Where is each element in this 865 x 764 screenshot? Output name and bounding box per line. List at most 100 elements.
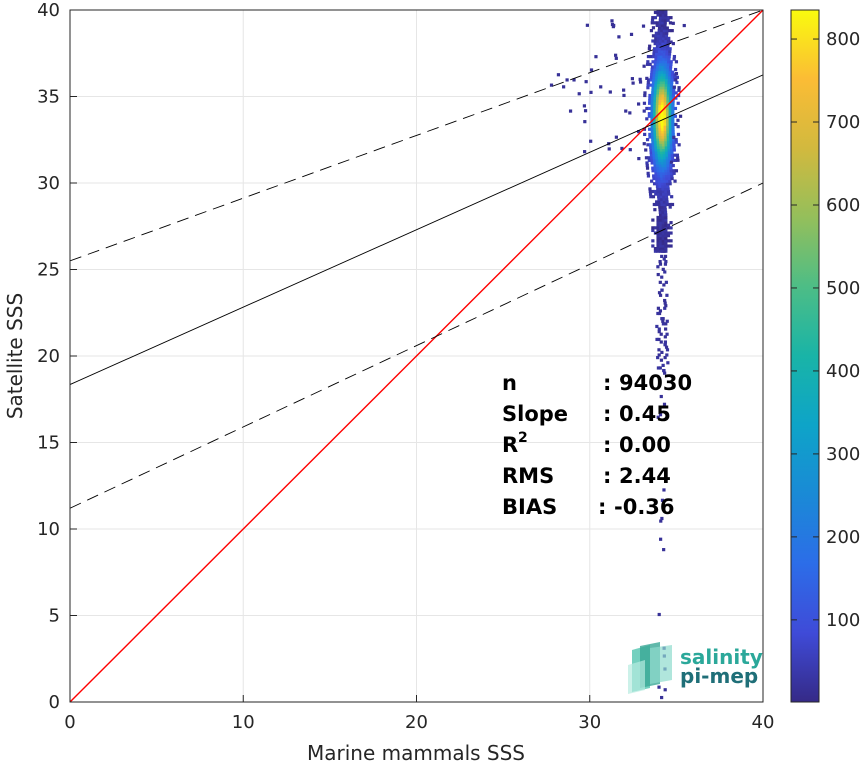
density-cell bbox=[638, 77, 642, 81]
density-cell bbox=[659, 226, 663, 230]
density-cell bbox=[656, 145, 661, 149]
density-cell bbox=[656, 249, 660, 253]
density-cell bbox=[653, 125, 657, 129]
density-cell bbox=[665, 153, 669, 157]
density-cell bbox=[663, 301, 667, 305]
density-cell bbox=[655, 44, 660, 48]
stat-label-bias: BIAS bbox=[502, 495, 557, 519]
density-cell bbox=[650, 67, 654, 72]
density-cell bbox=[663, 688, 667, 692]
density-cell bbox=[663, 158, 667, 162]
density-cell bbox=[658, 114, 662, 118]
stat-separator: : bbox=[598, 495, 606, 519]
density-cell bbox=[670, 75, 674, 79]
density-cell bbox=[671, 122, 675, 126]
density-cell bbox=[654, 174, 658, 178]
density-cell bbox=[652, 75, 656, 79]
density-cell bbox=[658, 99, 662, 103]
density-cell bbox=[660, 695, 664, 700]
density-cell bbox=[660, 119, 665, 124]
density-cell bbox=[657, 156, 662, 160]
density-cell bbox=[653, 65, 657, 69]
density-cell bbox=[662, 402, 667, 406]
density-cell bbox=[676, 158, 680, 162]
density-cell bbox=[666, 65, 670, 69]
density-cell bbox=[663, 270, 667, 274]
density-cell bbox=[666, 93, 670, 98]
density-cell bbox=[664, 239, 668, 243]
density-cell bbox=[657, 337, 661, 342]
density-cell bbox=[674, 78, 678, 82]
density-cell bbox=[612, 23, 616, 28]
density-cell bbox=[648, 127, 652, 131]
density-cell bbox=[663, 73, 667, 77]
density-cell bbox=[663, 93, 668, 98]
density-cell bbox=[653, 10, 658, 15]
density-cell bbox=[549, 83, 554, 87]
density-cell bbox=[656, 311, 660, 316]
density-cell bbox=[667, 78, 671, 82]
density-cell bbox=[653, 16, 657, 20]
density-cell bbox=[662, 249, 666, 253]
density-cell bbox=[661, 231, 665, 235]
density-cell bbox=[655, 184, 660, 188]
density-cell bbox=[661, 322, 665, 326]
y-tick-label: 20 bbox=[37, 346, 60, 367]
stat-value-bias: -0.36 bbox=[614, 495, 675, 519]
density-cell bbox=[677, 86, 681, 90]
density-cell bbox=[676, 156, 680, 160]
density-cell bbox=[666, 44, 670, 48]
density-cell bbox=[664, 138, 668, 142]
density-cell bbox=[661, 267, 665, 271]
density-cell bbox=[648, 132, 652, 137]
density-cell bbox=[655, 47, 659, 51]
density-cell bbox=[652, 176, 656, 181]
density-cell bbox=[666, 96, 670, 100]
density-cell bbox=[669, 145, 674, 149]
density-cell bbox=[669, 140, 673, 144]
density-cell bbox=[655, 101, 660, 105]
density-cell bbox=[654, 80, 658, 85]
density-cell bbox=[666, 101, 670, 105]
density-cell bbox=[664, 241, 668, 246]
density-cell bbox=[653, 67, 657, 72]
density-cell bbox=[660, 117, 664, 121]
density-cell bbox=[665, 319, 669, 323]
density-cell bbox=[661, 10, 665, 12]
density-cell bbox=[663, 47, 667, 51]
density-cell bbox=[660, 288, 664, 292]
density-cell bbox=[660, 158, 664, 162]
density-cell bbox=[661, 163, 665, 168]
density-cell bbox=[664, 13, 668, 17]
density-cell bbox=[631, 81, 635, 85]
density-cell bbox=[652, 112, 657, 116]
density-cell bbox=[661, 228, 665, 233]
density-cell bbox=[661, 234, 665, 238]
density-cell bbox=[668, 179, 672, 183]
density-cell bbox=[614, 56, 618, 60]
density-cell bbox=[656, 88, 660, 92]
density-cell bbox=[648, 135, 652, 139]
density-cell bbox=[622, 93, 626, 98]
density-cell bbox=[656, 91, 660, 95]
density-cell bbox=[662, 195, 666, 199]
density-cell bbox=[660, 254, 664, 258]
density-cell bbox=[658, 293, 663, 297]
density-cell bbox=[659, 140, 663, 144]
density-cell bbox=[662, 83, 666, 87]
density-cell bbox=[659, 39, 663, 43]
density-cell bbox=[665, 156, 669, 160]
density-cell bbox=[667, 36, 671, 41]
density-cell bbox=[649, 148, 653, 152]
density-cell bbox=[657, 176, 661, 181]
density-cell bbox=[666, 125, 670, 129]
density-cell bbox=[669, 60, 673, 64]
density-cell bbox=[610, 19, 614, 23]
density-cell bbox=[652, 47, 657, 51]
density-cell bbox=[661, 130, 665, 134]
density-cell bbox=[622, 88, 626, 92]
density-cell bbox=[662, 57, 666, 61]
density-cell bbox=[666, 166, 670, 170]
density-cell bbox=[568, 109, 573, 113]
density-cell bbox=[659, 10, 663, 12]
